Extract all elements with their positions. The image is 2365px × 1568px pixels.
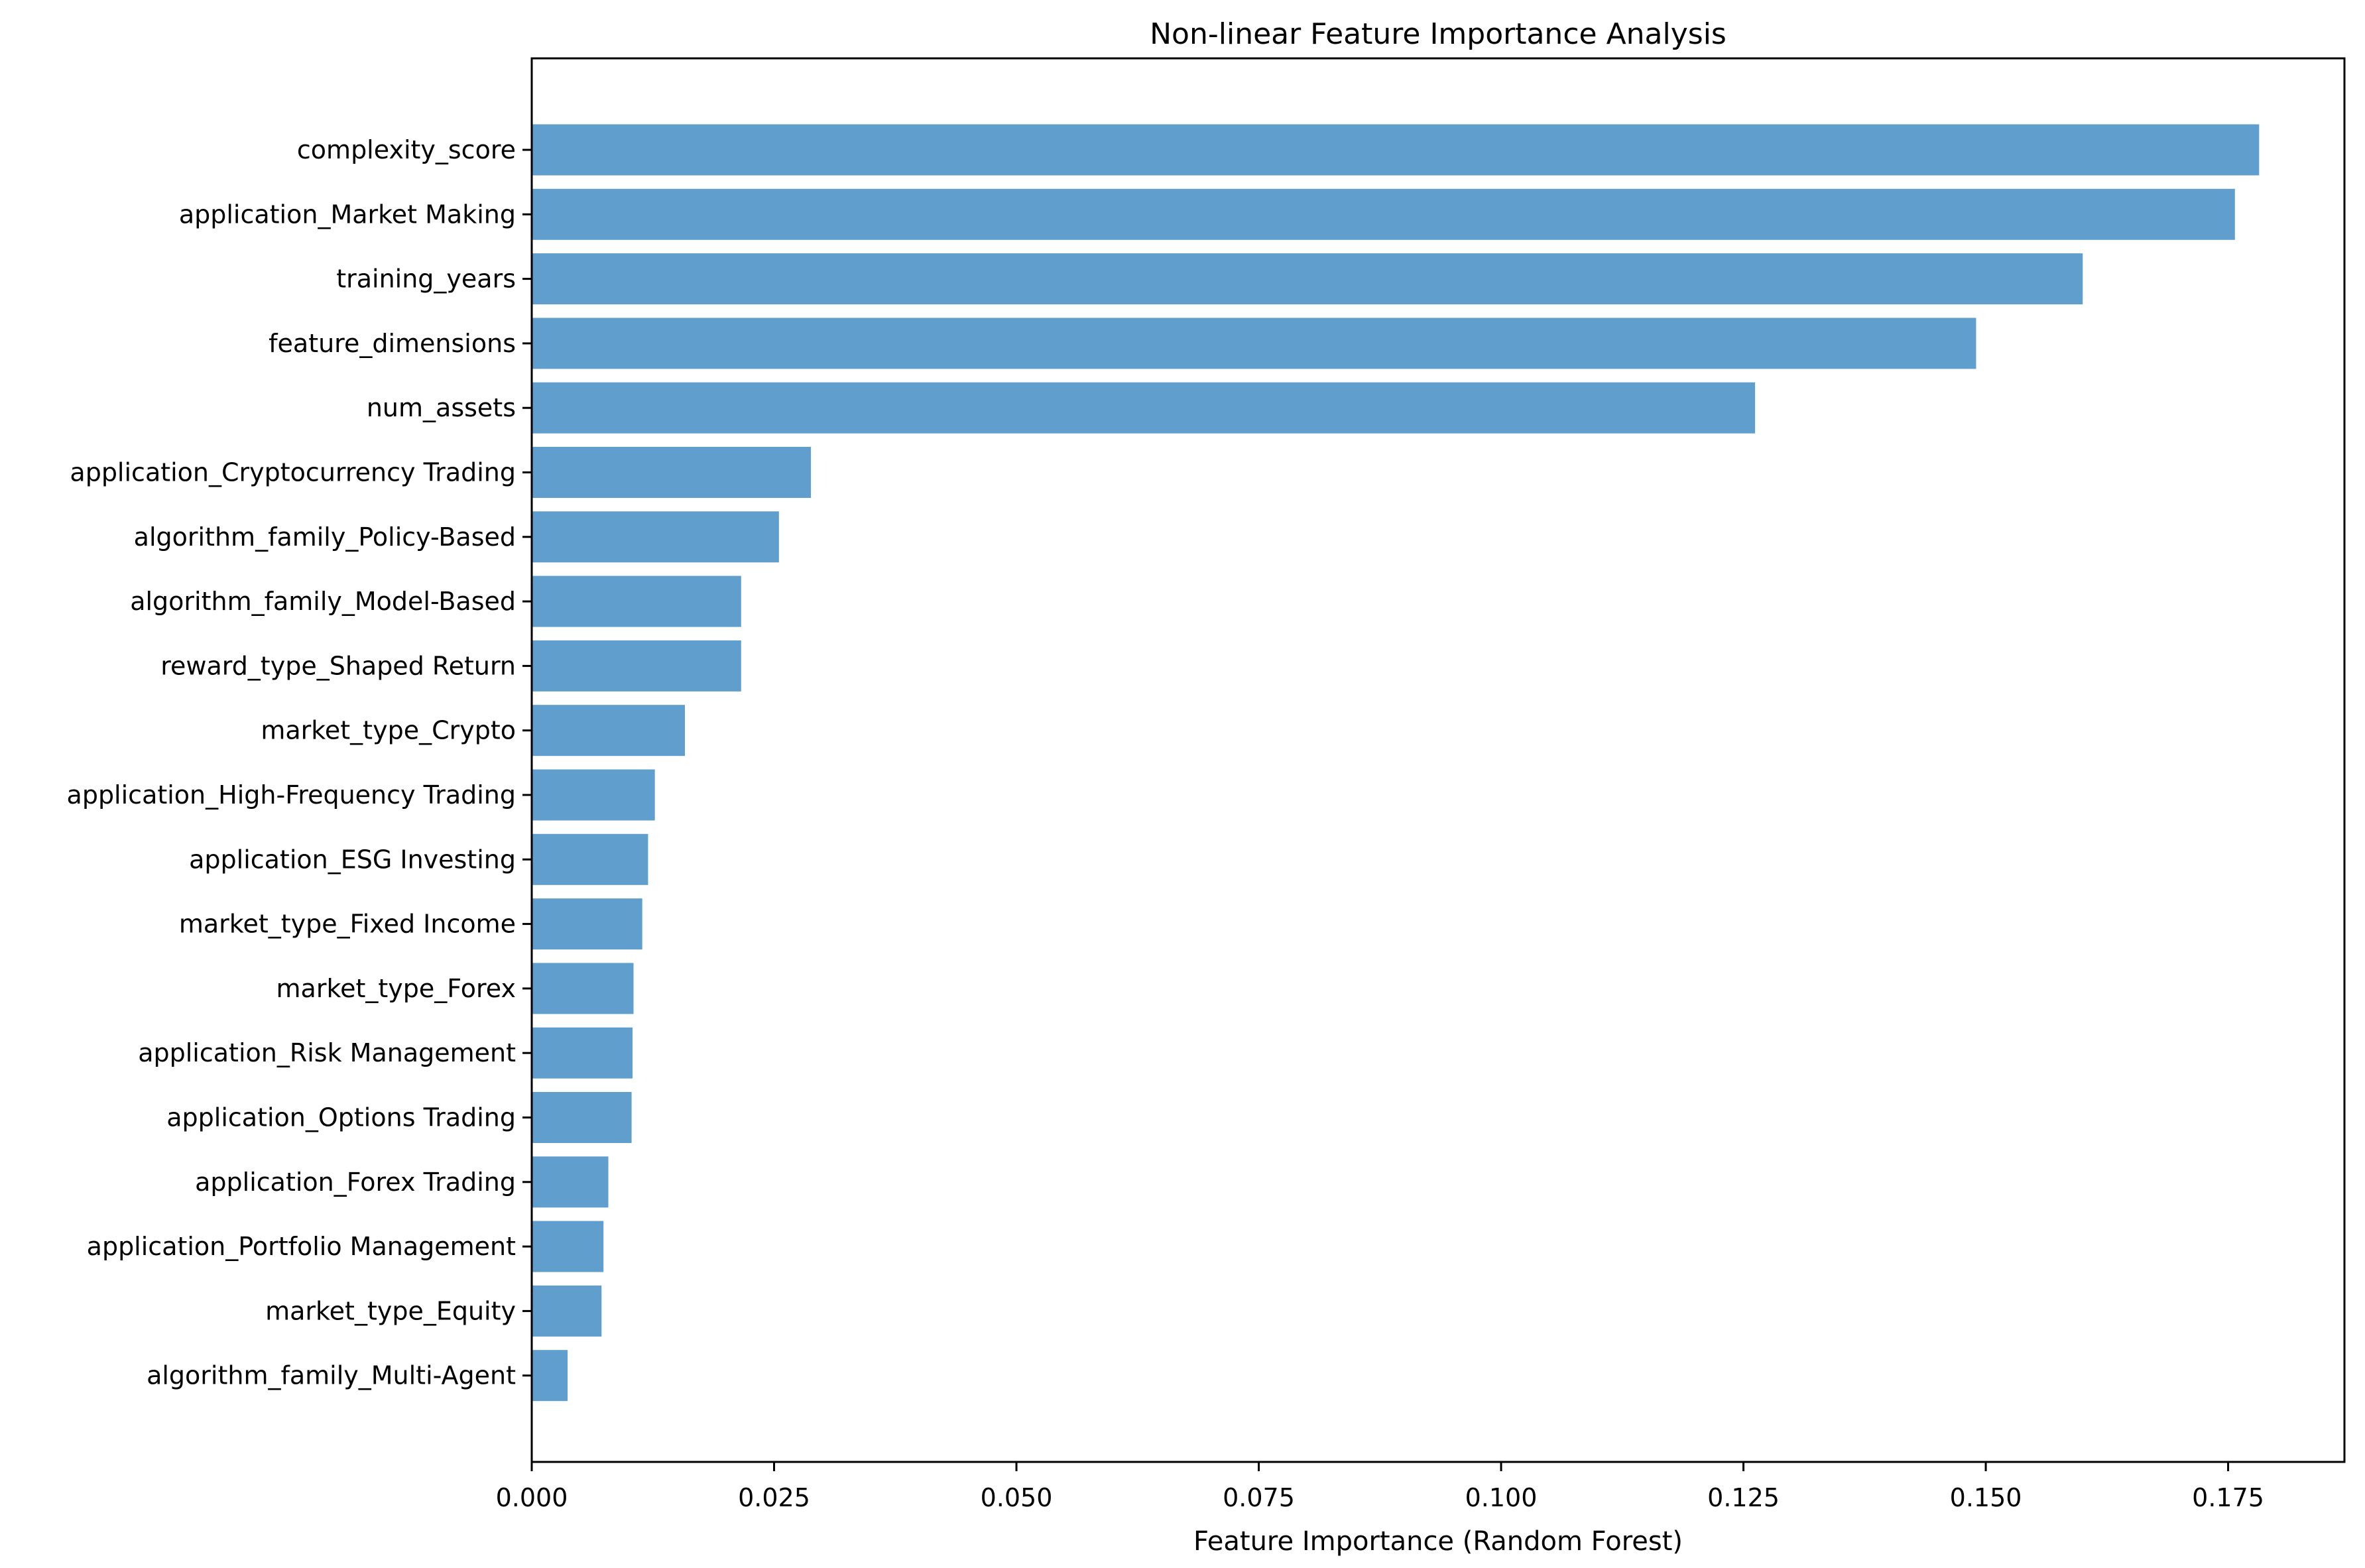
y-tick-label: algorithm_family_Model-Based — [130, 587, 516, 616]
x-tick-label: 0.050 — [981, 1483, 1053, 1512]
bar — [532, 640, 741, 692]
bar — [532, 575, 741, 627]
bar — [532, 382, 1756, 434]
bar — [532, 1092, 632, 1143]
bar — [532, 1156, 609, 1208]
bar — [532, 1027, 633, 1079]
y-tick-label: market_type_Equity — [265, 1296, 516, 1325]
x-tick-label: 0.025 — [738, 1483, 810, 1512]
y-tick-label: num_assets — [367, 393, 516, 422]
y-tick-label: application_Forex Trading — [195, 1168, 516, 1197]
bar — [532, 1285, 602, 1337]
y-tick-label: training_years — [336, 265, 516, 294]
bar — [532, 511, 779, 563]
bar — [532, 124, 2260, 176]
chart-title: Non-linear Feature Importance Analysis — [1150, 17, 1727, 51]
y-tick-label: application_High-Frequency Trading — [67, 780, 516, 810]
y-tick-label: feature_dimensions — [269, 329, 516, 358]
bar — [532, 253, 2083, 305]
y-tick-label: application_ESG Investing — [189, 845, 516, 874]
y-tick-label: market_type_Fixed Income — [179, 910, 516, 939]
x-tick-label: 0.075 — [1223, 1483, 1295, 1512]
x-tick-label: 0.175 — [2192, 1483, 2264, 1512]
x-tick-label: 0.125 — [1707, 1483, 1780, 1512]
bar — [532, 1221, 604, 1272]
y-tick-label: application_Market Making — [179, 200, 516, 229]
bar — [532, 447, 812, 498]
bar — [532, 833, 648, 885]
y-axis-ticks-group: complexity_score application_Market Makin… — [67, 135, 532, 1390]
bar — [532, 963, 634, 1014]
x-axis-label: Feature Importance (Random Forest) — [1193, 1526, 1683, 1557]
y-tick-label: application_Portfolio Management — [87, 1232, 516, 1261]
x-tick-label: 0.100 — [1465, 1483, 1538, 1512]
y-tick-label: market_type_Forex — [276, 974, 516, 1003]
bar — [532, 188, 2235, 240]
bar — [532, 769, 655, 821]
bar — [532, 898, 642, 950]
y-tick-label: application_Cryptocurrency Trading — [70, 458, 516, 487]
x-tick-label: 0.000 — [496, 1483, 568, 1512]
y-tick-label: application_Options Trading — [166, 1103, 516, 1132]
bar — [532, 705, 686, 756]
bar — [532, 1350, 568, 1402]
y-tick-label: reward_type_Shaped Return — [160, 651, 516, 680]
x-tick-label: 0.150 — [1950, 1483, 2022, 1512]
bars-group — [532, 124, 2260, 1402]
bar — [532, 318, 1976, 369]
y-tick-label: algorithm_family_Multi-Agent — [147, 1361, 516, 1390]
y-tick-label: algorithm_family_Policy-Based — [134, 522, 516, 552]
y-tick-label: application_Risk Management — [138, 1038, 516, 1067]
plot-frame — [530, 57, 2346, 1463]
y-tick-label: complexity_score — [297, 135, 516, 164]
x-axis-ticks-group: 0.000 0.025 0.050 0.075 0.100 0.125 0.150 0.175 — [496, 1462, 2264, 1512]
y-tick-label: market_type_Crypto — [261, 716, 516, 745]
